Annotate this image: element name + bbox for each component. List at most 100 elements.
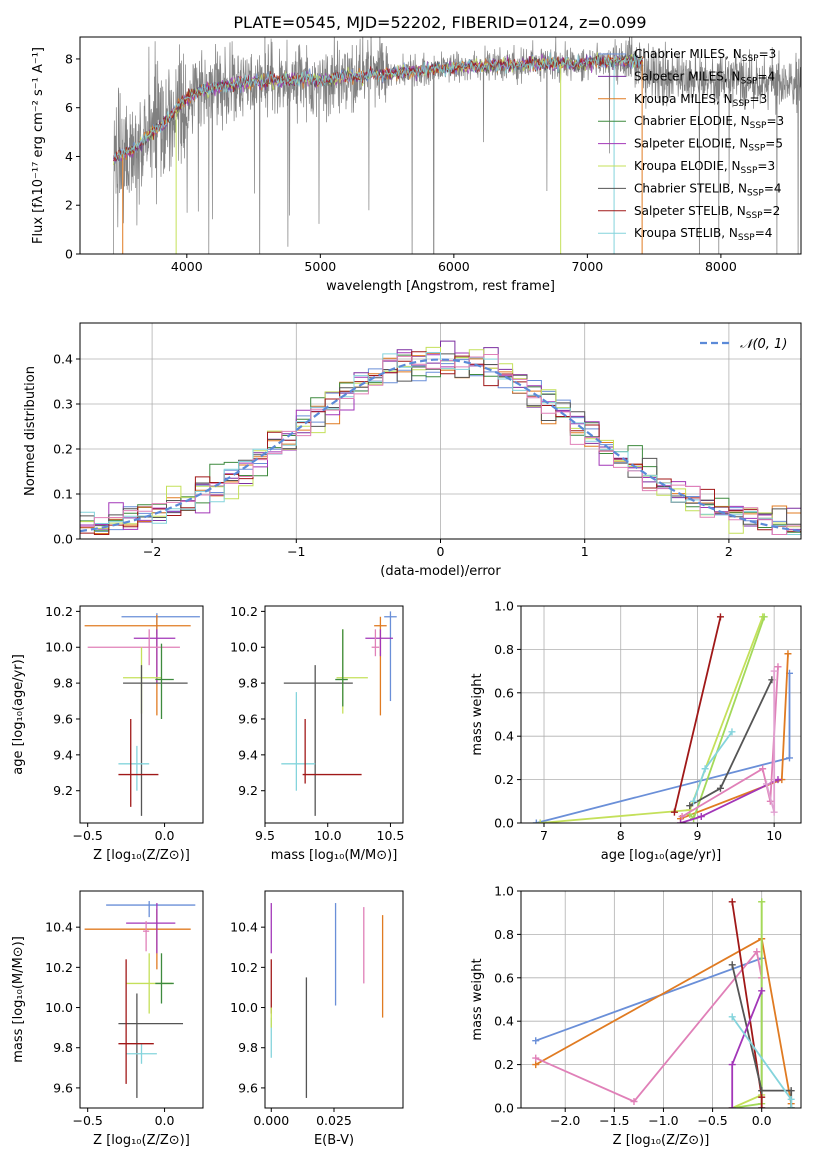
y-tick-label: 0.3 [53, 397, 73, 412]
legend-entry: Salpeter ELODIE, NSSP=5 [634, 137, 783, 154]
plus-marker [728, 898, 736, 906]
y-tick-label: 0.4 [494, 729, 514, 744]
y-tick-label: 9.6 [53, 711, 73, 726]
x-axis-label: mass [log₁₀(M/M⊙)] [271, 848, 398, 863]
plus-marker [758, 1104, 766, 1108]
y-axis-label: age [log₁₀(age/yr)] [11, 654, 26, 775]
plus-marker [686, 802, 694, 810]
plus-marker [784, 650, 792, 658]
plus-marker [716, 784, 724, 792]
errorbar-point [118, 718, 159, 807]
x-tick-label: 8 [617, 828, 625, 843]
x-tick-label: 9.5 [255, 828, 275, 843]
x-tick-label: 5000 [304, 259, 336, 274]
x-tick-label: 8000 [705, 259, 737, 274]
y-tick-label: 9.8 [53, 1040, 73, 1055]
mass-weight-series-line [540, 616, 764, 823]
y-tick-label: 10.0 [45, 640, 73, 655]
errorbar-point [302, 718, 362, 784]
errorbar-point [126, 903, 176, 954]
y-tick-label: 0.1 [53, 487, 73, 502]
x-tick-label: −1.0 [648, 1113, 678, 1128]
errorbar-point [87, 629, 180, 666]
plus-marker [678, 812, 686, 820]
plus-marker [774, 776, 782, 784]
mass_weight_vs_age-plot-area [532, 613, 793, 823]
y-tick-label: 1.0 [494, 599, 514, 614]
plus-marker [532, 1061, 540, 1069]
x-tick-label: 7000 [571, 259, 603, 274]
x-axis-label: Z [log₁₀(Z/Z⊙)] [93, 848, 190, 863]
y-axis-label: Normed distribution [23, 366, 38, 496]
y-tick-label: 10.2 [230, 960, 258, 975]
legend-entry: Chabrier MILES, NSSP=3 [634, 47, 776, 64]
errorbar-point [336, 629, 368, 714]
x-tick-label: 9 [693, 828, 701, 843]
errorbar-point [118, 745, 150, 791]
residuals-panel: −2 −1 0 1 2 0.0 0.1 0.2 0.3 0.4 (data-model)/error… [23, 322, 802, 579]
y-tick-label: 0.6 [494, 970, 514, 985]
plus-marker [762, 780, 770, 788]
age_vs_Z-panel: −0.5 0.0 9.2 9.4 9.6 9.8 10.0 10.2 Z [log₁₀(Z/Z⊙… [11, 604, 204, 863]
x-axis-label: age [log₁₀(age/yr)] [601, 848, 722, 863]
spectrum-legend: Chabrier MILES, NSSP=3 Salpeter MILES, NS… [598, 47, 784, 243]
x-tick-label: 2 [725, 544, 733, 559]
plus-marker [760, 613, 768, 621]
legend-entry: Chabrier ELODIE, NSSP=3 [634, 114, 784, 131]
mass_vs_Z-plot-area [84, 901, 196, 1098]
plus-marker [728, 1061, 736, 1069]
y-axis-label: mass [log₁₀(M/M⊙)] [11, 936, 26, 1063]
y-tick-label: 1.0 [494, 884, 514, 899]
y-tick-label: 0.0 [494, 816, 514, 831]
y-tick-label: 0.2 [53, 442, 73, 457]
y-tick-label: 10.0 [45, 1000, 73, 1015]
spectrum-panel: 4000 5000 6000 7000 8000 0 2 4 6 8 wavelength [Ang… [31, 36, 802, 294]
plus-marker [728, 961, 736, 969]
x-tick-label: 0.0 [155, 1113, 175, 1128]
y-tick-label: 6 [65, 100, 73, 115]
errorbar-point [283, 665, 353, 816]
errorbar-point [384, 611, 397, 702]
legend-entry: Kroupa STELIB, NSSP=4 [634, 226, 772, 243]
plus-marker [787, 1087, 795, 1095]
figure-title: PLATE=0545, MJD=52202, FIBERID=0124, z=0… [233, 13, 646, 32]
axes-frame [264, 605, 404, 824]
y-tick-label: 9.8 [238, 676, 258, 691]
y-tick-label: 9.6 [238, 1080, 258, 1095]
errorbar-point [123, 665, 188, 816]
y-tick-label: 9.8 [53, 676, 73, 691]
plus-marker [758, 1093, 766, 1101]
y-tick-label: 0 [65, 247, 73, 262]
mass_vs_EBV-plot-area [270, 903, 384, 1098]
plus-marker [728, 728, 736, 736]
normal-distribution-curve [80, 358, 801, 533]
mass-weight-series-line [536, 673, 791, 823]
y-axis-label: mass weight [470, 673, 485, 755]
x-tick-label: 7 [540, 828, 548, 843]
mass_weight_vs_Z-plot-area [532, 898, 795, 1108]
errorbar-point [155, 643, 174, 719]
legend-entry: Salpeter STELIB, NSSP=2 [634, 204, 780, 221]
x-tick-label: −0.5 [697, 1113, 727, 1128]
x-tick-label: −0.5 [73, 1113, 103, 1128]
plus-marker [630, 1097, 638, 1105]
mass_weight_vs_age-panel: 7 8 9 10 0.0 0.2 0.4 0.6 0.8 1.0 age [log₁₀(age/yr… [470, 599, 802, 863]
x-axis-label: Z [log₁₀(Z/Z⊙)] [613, 1133, 710, 1148]
y-tick-label: 10.2 [45, 604, 73, 619]
errorbar-point [118, 959, 154, 1084]
y-tick-label: 10.2 [45, 960, 73, 975]
y-tick-label: 9.4 [53, 747, 73, 762]
plus-marker [670, 808, 678, 816]
x-tick-label: 0.000 [253, 1113, 289, 1128]
y-tick-label: 0.4 [494, 1014, 514, 1029]
y-tick-label: 9.4 [238, 747, 258, 762]
y-tick-label: 9.2 [53, 783, 73, 798]
errorbar-point [126, 1043, 157, 1064]
y-tick-label: 10.4 [45, 920, 73, 935]
errorbar-point [133, 629, 176, 684]
x-tick-label: −0.5 [73, 828, 103, 843]
mass-weight-series-line [673, 616, 722, 813]
x-tick-label: 0.0 [155, 828, 175, 843]
x-tick-label: −2 [143, 544, 161, 559]
